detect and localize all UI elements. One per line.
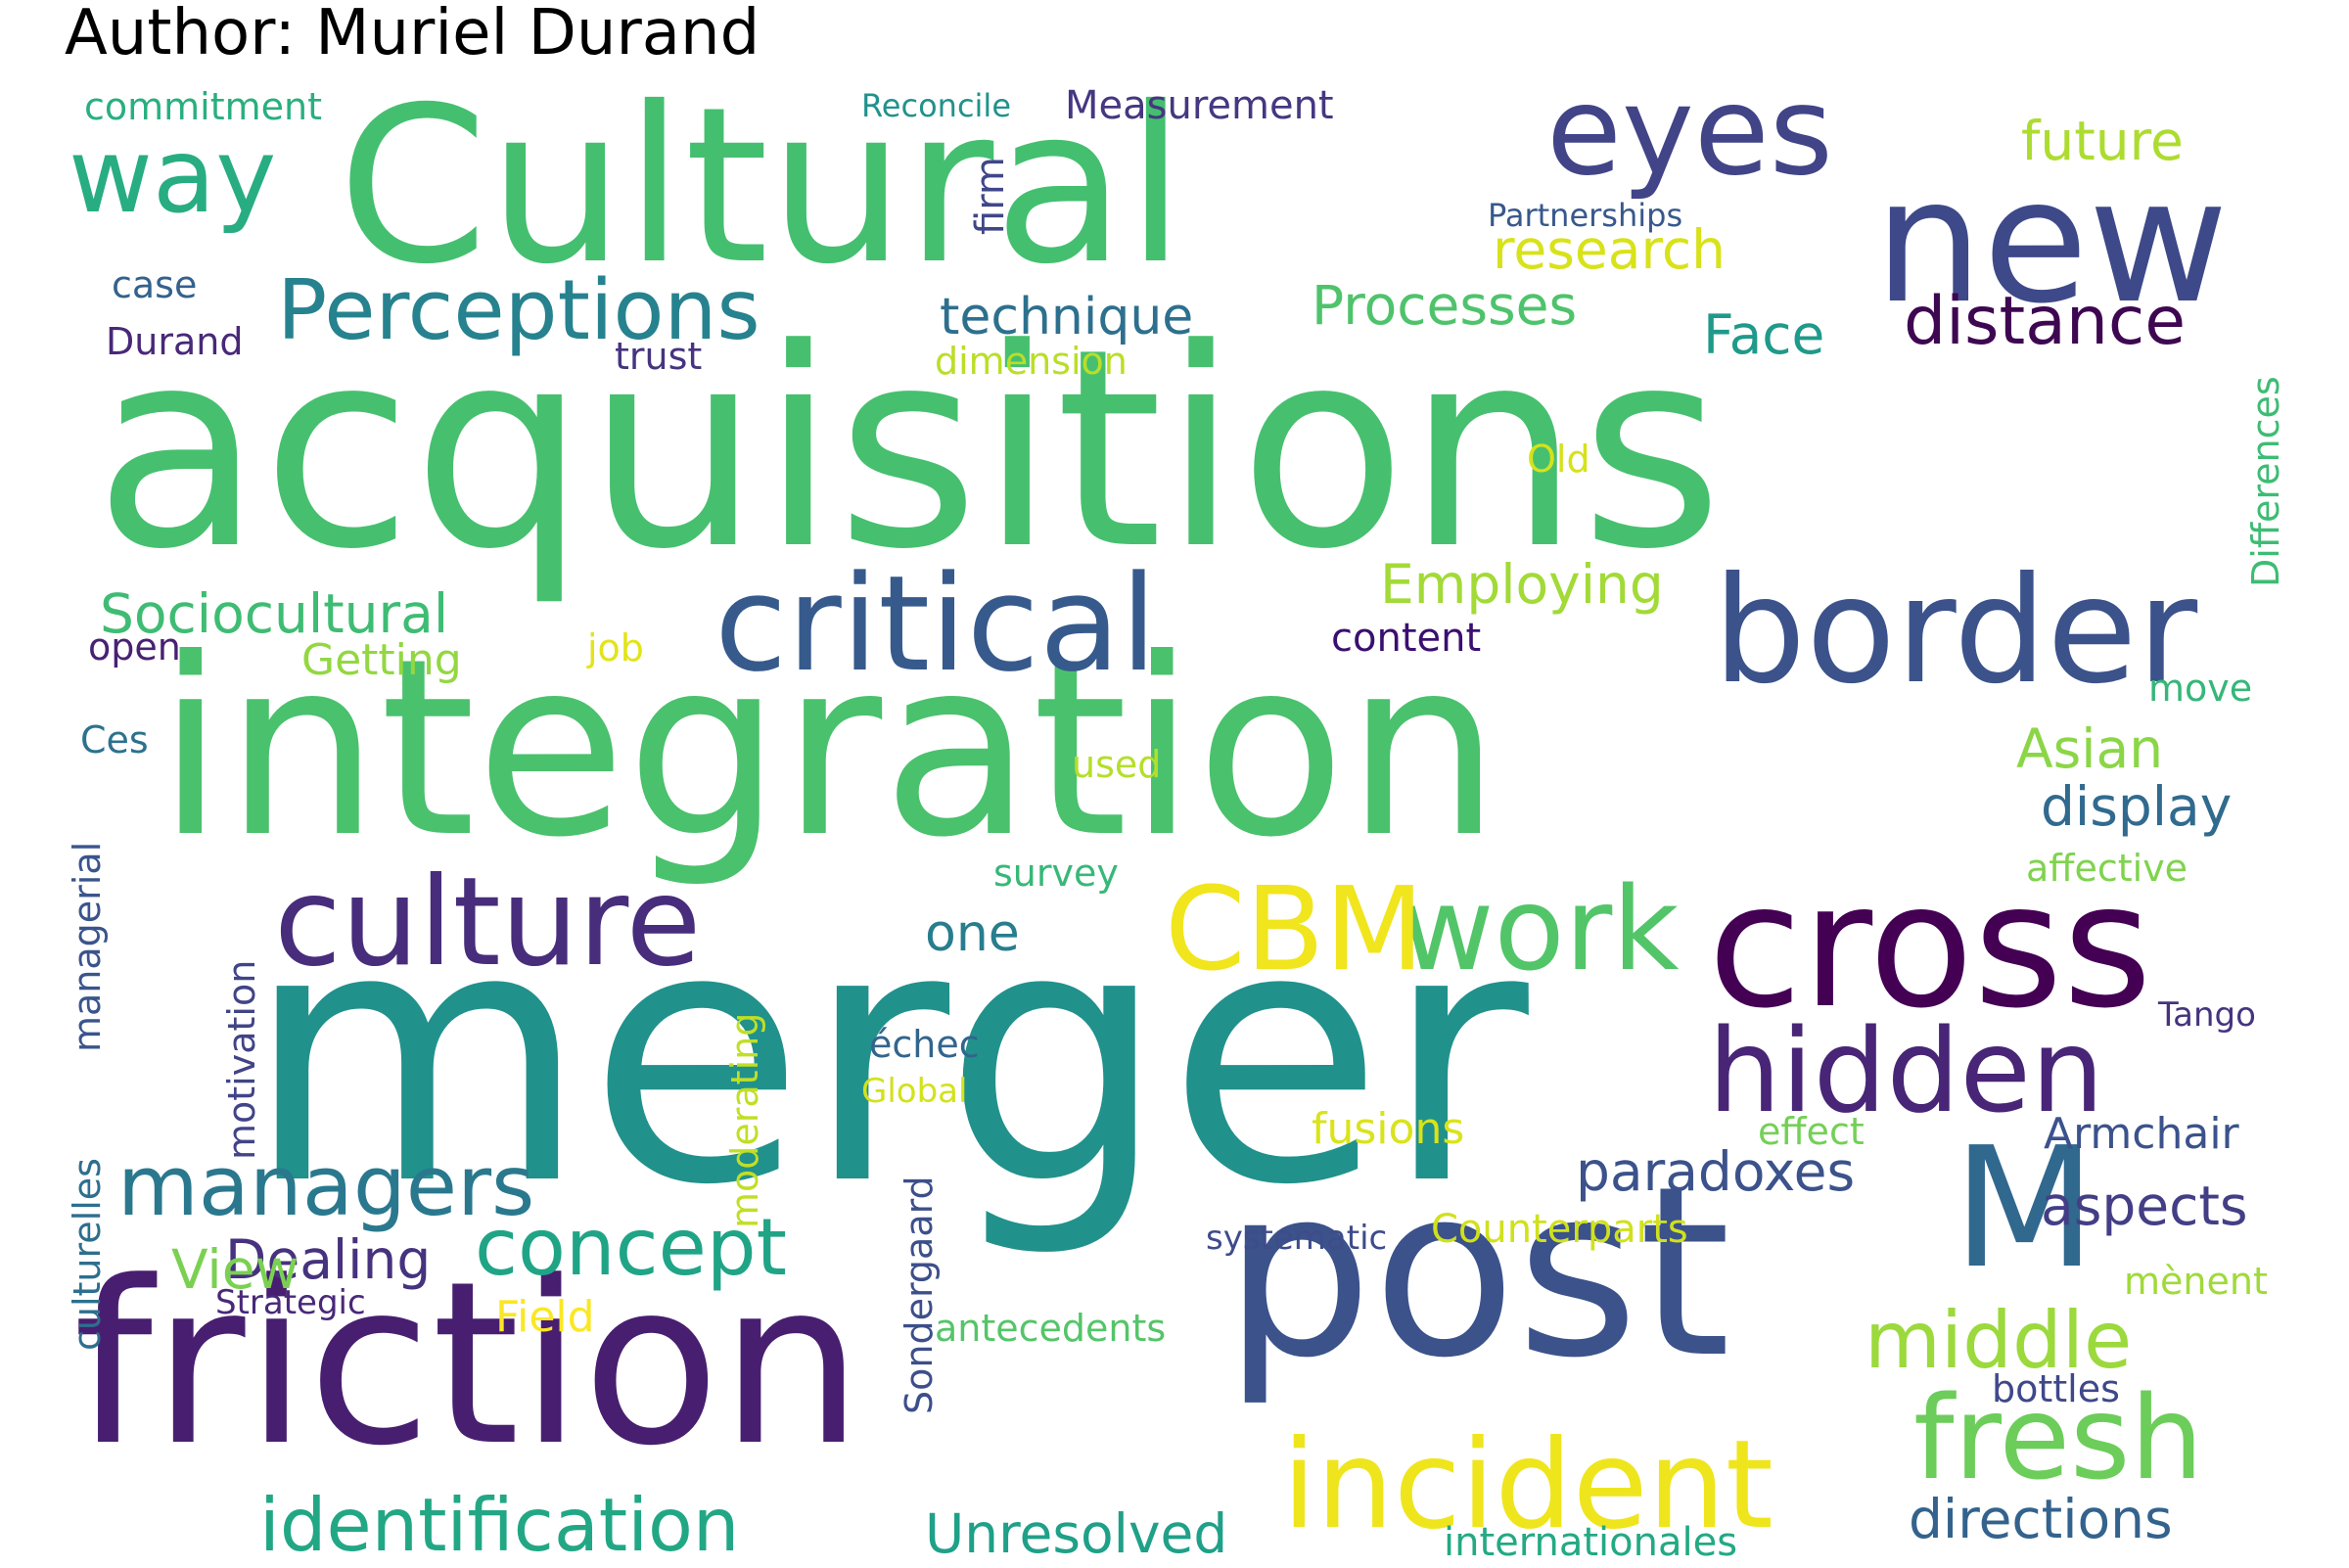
word-affective: affective — [2026, 847, 2188, 890]
word-used: used — [1072, 743, 1162, 786]
word-new: new — [1874, 143, 2229, 342]
word-merger: merger — [245, 852, 1529, 1262]
word-armchair: Armchair — [2044, 1109, 2239, 1159]
word-view: View — [171, 1238, 299, 1301]
word-asian: Asian — [2016, 717, 2164, 780]
word-menent: mènent — [2124, 1260, 2268, 1303]
word-moderating: moderating — [723, 1012, 766, 1228]
page-title: Author: Muriel Durand — [65, 0, 760, 69]
word-differences: Differences — [2244, 376, 2287, 587]
word-face: Face — [1703, 303, 1825, 366]
word-survey: survey — [993, 852, 1119, 895]
word-processes: Processes — [1312, 274, 1578, 337]
word-future: future — [2021, 110, 2184, 172]
word-border: border — [1713, 546, 2198, 716]
word-one: one — [925, 904, 1020, 963]
word-commitment: commitment — [84, 85, 323, 128]
word-cbm: CBM — [1165, 861, 1425, 996]
word-research: research — [1493, 218, 1726, 281]
word-old: Old — [1527, 438, 1590, 481]
word-post: post — [1223, 1135, 1731, 1409]
word-firm: firm — [968, 157, 1013, 235]
word-concept: concept — [475, 1202, 787, 1293]
word-work: work — [1400, 861, 1680, 996]
word-internationales: internationales — [1444, 1520, 1738, 1565]
word-display: display — [2041, 775, 2233, 838]
word-distance: distance — [1904, 283, 2187, 360]
word-durand: Durand — [106, 320, 244, 363]
word-partnerships: Partnerships — [1488, 197, 1683, 234]
word-strategic: Strategic — [215, 1283, 366, 1322]
word-perceptions: Perceptions — [277, 262, 760, 359]
word-incident: incident — [1282, 1414, 1773, 1556]
word-integration: integration — [157, 606, 1501, 891]
word-managerial: managerial — [66, 841, 109, 1052]
word-measurement: Measurement — [1065, 83, 1334, 128]
word-job: job — [587, 626, 644, 669]
word-hidden: hidden — [1708, 1003, 2104, 1138]
word-getting: Getting — [301, 635, 462, 685]
word-effect: effect — [1758, 1110, 1865, 1153]
word-dimension: dimension — [935, 340, 1128, 383]
word-antecedents: antecedents — [935, 1307, 1167, 1350]
word-fresh: fresh — [1913, 1370, 2204, 1505]
word-sociocultural: Sociocultural — [100, 582, 449, 645]
word-eyes: eyes — [1546, 61, 1833, 203]
word-field: Field — [495, 1292, 595, 1342]
word-identification: identification — [259, 1482, 740, 1568]
word-sondergaard: Sondergaard — [898, 1176, 941, 1414]
word-bottles: bottles — [1992, 1367, 2120, 1410]
word-unresolved: Unresolved — [925, 1502, 1228, 1565]
word-tango: Tango — [2158, 995, 2256, 1035]
word-echec: échec — [869, 1023, 980, 1066]
word-cross: cross — [1708, 848, 2152, 1046]
word-directions: directions — [1909, 1488, 2173, 1550]
word-critical: critical — [714, 547, 1158, 701]
word-culture: culture — [274, 852, 702, 993]
word-cultural: Cultural — [338, 61, 1186, 311]
word-managers: managers — [117, 1138, 535, 1235]
word-open: open — [88, 625, 181, 669]
word-middle: middle — [1865, 1295, 2133, 1386]
word-trust: trust — [615, 335, 703, 378]
word-fusions: fusions — [1312, 1104, 1465, 1154]
word-motivation: motivation — [220, 959, 263, 1160]
word-technique: technique — [940, 288, 1194, 346]
word-reconcile: Reconcile — [861, 87, 1011, 124]
word-systematic: systematic — [1206, 1219, 1388, 1258]
word-employing: Employing — [1380, 553, 1664, 616]
word-case: case — [112, 263, 198, 306]
word-way: way — [69, 116, 277, 236]
word-culturelles: culturelles — [66, 1158, 109, 1351]
word-friction: friction — [73, 1234, 863, 1496]
word-dealing: Dealing — [225, 1228, 432, 1291]
word-aspects: aspects — [2041, 1175, 2248, 1237]
word-global: Global — [861, 1072, 968, 1111]
word-ces: Ces — [80, 718, 149, 761]
word-content: content — [1331, 616, 1482, 661]
word-acquisitions: acquisitions — [94, 291, 1724, 610]
word-m: M — [1953, 1112, 2096, 1306]
word-move: move — [2148, 667, 2253, 710]
word-paradoxes: paradoxes — [1576, 1140, 1856, 1203]
word-counterparts: Counterparts — [1431, 1207, 1688, 1252]
